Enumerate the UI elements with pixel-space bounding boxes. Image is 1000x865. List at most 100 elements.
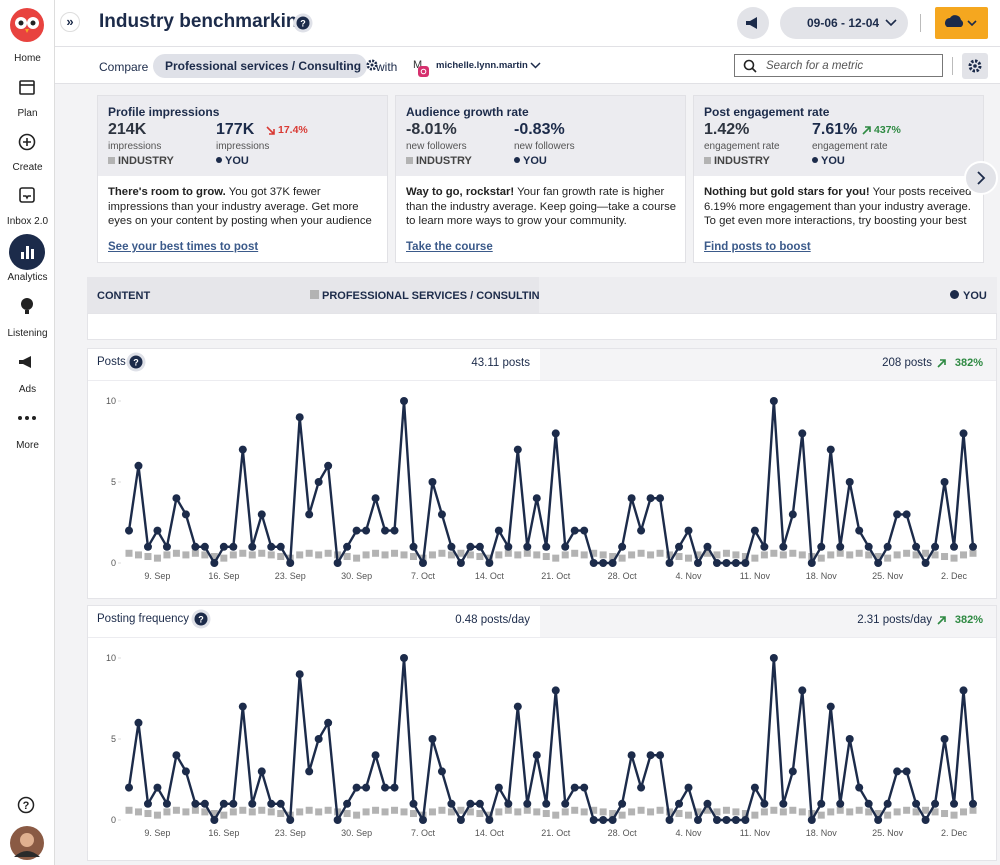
industry-point (305, 549, 313, 557)
chart-help[interactable]: ? (126, 352, 146, 372)
you-point (314, 478, 323, 486)
you-point (400, 397, 409, 405)
industry-point (229, 808, 237, 816)
card-link[interactable]: Find posts to boost (704, 241, 811, 253)
x-tick-label: 16. Sep (208, 828, 239, 838)
you-point (134, 461, 143, 470)
industry-point (182, 808, 190, 816)
industry-point (182, 551, 190, 559)
industry-point (618, 554, 626, 562)
you-point (741, 559, 750, 567)
industry-point (542, 553, 550, 561)
avatar[interactable] (9, 825, 45, 861)
you-point (210, 816, 219, 824)
industry-point (172, 806, 180, 814)
nav-label[interactable]: Analytics (7, 272, 48, 283)
industry-select[interactable]: Professional services / Consulting (153, 54, 378, 78)
chart-help[interactable]: ? (191, 609, 211, 629)
nav-label[interactable]: Ads (18, 384, 37, 395)
industry-point (836, 549, 844, 557)
you-point (352, 526, 361, 535)
industry-point (552, 811, 560, 819)
you-point (437, 510, 446, 519)
nav-label[interactable]: Home (14, 53, 41, 64)
nav-label[interactable]: Listening (7, 328, 48, 339)
card-body-text: Your posts received 6.19% more engagemen… (704, 186, 972, 231)
industry-point (381, 551, 389, 559)
industry-point (353, 554, 361, 562)
nav-label[interactable]: More (16, 440, 39, 451)
card-link[interactable]: Take the course (406, 241, 493, 253)
industry-point (599, 808, 607, 816)
y-tick-label: 10 (106, 396, 116, 406)
expand-button[interactable]: » (60, 12, 80, 32)
nav-label[interactable]: Inbox 2.0 (6, 216, 49, 227)
account-name[interactable]: michelle.lynn.martin (436, 60, 528, 71)
chart-title: Posting frequency (97, 613, 190, 625)
you-point (836, 799, 845, 808)
industry-point (751, 554, 759, 562)
you-point (286, 816, 295, 824)
industry-point (779, 808, 787, 816)
industry-point (656, 549, 664, 557)
industry-point (277, 553, 285, 561)
title-help[interactable]: ? (293, 13, 313, 33)
industry-point (941, 553, 949, 561)
you-point (675, 799, 684, 808)
compare-label: Compare (99, 60, 149, 74)
industry-point (827, 808, 835, 816)
search-box[interactable] (734, 54, 943, 77)
you-point (760, 799, 769, 808)
industry-point (599, 551, 607, 559)
export-button[interactable] (935, 7, 988, 39)
y-tick-label: 5 (111, 477, 116, 487)
you-point (456, 816, 465, 824)
you-point (950, 542, 959, 551)
you-swatch (514, 157, 520, 163)
industry-point (153, 554, 161, 562)
you-point (134, 718, 143, 727)
x-tick-label: 18. Nov (806, 571, 838, 581)
with-label: with (376, 60, 398, 74)
announce-button[interactable] (737, 7, 769, 39)
you-point (181, 767, 190, 776)
you-point (494, 526, 503, 535)
you-label: YOU (523, 155, 547, 167)
you-point (305, 510, 314, 519)
date-range[interactable]: 09-06 - 12-04 (780, 7, 908, 39)
industry-point (523, 806, 531, 814)
you-point (504, 542, 513, 551)
you-point (276, 799, 285, 808)
account-chevron[interactable] (530, 62, 541, 70)
you-point (874, 559, 883, 567)
you-point (551, 429, 560, 438)
industry-point (476, 553, 484, 561)
you-header (540, 349, 996, 380)
you-point (637, 526, 646, 535)
you-point (561, 799, 570, 808)
settings-button[interactable] (962, 53, 988, 79)
industry-point (343, 553, 351, 561)
card-link[interactable]: See your best times to post (108, 241, 259, 253)
scroll-right[interactable] (964, 161, 998, 195)
industry-point (210, 810, 218, 818)
you-point (447, 799, 456, 808)
you-point (675, 542, 684, 551)
you-point (362, 783, 371, 792)
industry-point (533, 551, 541, 559)
ads-icon (19, 356, 31, 368)
you-point (343, 542, 352, 551)
you-total: 208 posts (882, 357, 932, 369)
you-point (570, 783, 579, 792)
nav-label[interactable]: Create (12, 162, 43, 173)
help-icon[interactable]: ? (17, 796, 35, 814)
analytics-icon[interactable] (8, 233, 46, 271)
nav-label[interactable]: Plan (17, 108, 38, 119)
divider (920, 14, 921, 32)
metric-card: Audience growth rate -8.01% new followers I… (395, 95, 686, 263)
you-line (127, 399, 975, 565)
you-point (286, 559, 295, 567)
you-swatch (812, 157, 818, 163)
instagram-badge (418, 66, 429, 77)
